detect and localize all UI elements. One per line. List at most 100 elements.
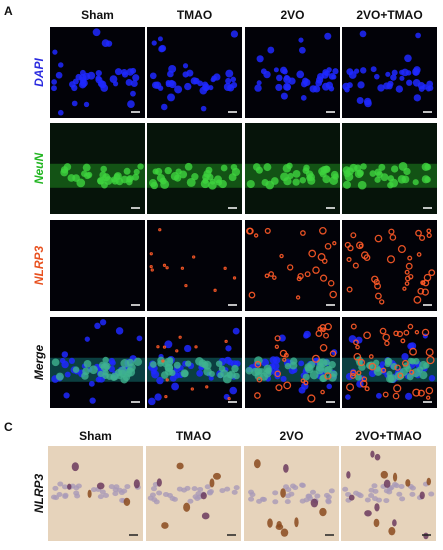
neuron [386, 374, 395, 383]
nucleus [124, 484, 131, 490]
neuron [149, 361, 157, 368]
nucleus [313, 85, 321, 93]
neuron [245, 366, 253, 375]
inflammasome [350, 232, 357, 239]
stained-cell [200, 492, 207, 500]
neuron [102, 356, 109, 364]
inflammasome [374, 282, 382, 290]
stained-cell [276, 521, 282, 528]
nucleus [174, 85, 183, 94]
nucleus [278, 334, 286, 342]
inflammasome [405, 262, 413, 270]
neuron [342, 166, 351, 175]
inflammasome [404, 275, 411, 282]
inflammasome [254, 360, 262, 368]
neuron [289, 357, 298, 365]
nucleus [299, 498, 306, 504]
inflammasome [300, 378, 306, 383]
neuron [208, 370, 215, 378]
neuron [284, 362, 292, 370]
stained-cell [348, 494, 355, 501]
inflammasome [264, 227, 271, 234]
nucleus [344, 86, 350, 93]
nucleus [331, 349, 338, 356]
inflammasome [409, 369, 415, 375]
micrograph [50, 220, 145, 311]
neuron [397, 175, 407, 184]
nucleus [383, 498, 390, 504]
neuron [125, 370, 133, 378]
nucleus [390, 74, 397, 81]
inflammasome [368, 362, 377, 371]
neuron [329, 176, 339, 185]
nucleus [404, 54, 412, 63]
nucleus [71, 100, 78, 107]
neuron [419, 371, 428, 380]
image-bg [147, 220, 242, 311]
inflammasome [355, 344, 360, 350]
inflammasome [268, 271, 275, 277]
neuron [407, 357, 414, 364]
nucleus [191, 486, 198, 492]
inflammasome [232, 276, 237, 280]
nucleus [298, 46, 306, 54]
nucleus [345, 394, 351, 400]
nucleus [321, 82, 330, 91]
nucleus [206, 490, 213, 496]
inflammasome [389, 234, 397, 241]
inflammasome [180, 266, 185, 270]
nucleus [157, 36, 163, 42]
nucleus [393, 483, 400, 489]
inflammasome [162, 345, 167, 349]
stained-cell [123, 497, 131, 506]
stained-cell [370, 450, 375, 458]
inflammasome [344, 241, 351, 249]
neuron [97, 370, 104, 378]
nucleus [375, 392, 382, 399]
inflammasome [363, 254, 371, 261]
neuron [155, 167, 163, 176]
inflammasome [275, 384, 283, 392]
stained-cell [183, 502, 191, 512]
neuron [100, 165, 107, 173]
inflammasome [417, 287, 425, 295]
row-label: DAPI [32, 58, 46, 87]
neuron [83, 360, 92, 368]
inflammasome [421, 280, 426, 285]
neuron [156, 173, 166, 183]
neuron [214, 175, 222, 184]
nucleus [398, 484, 405, 490]
nucleus [168, 79, 175, 87]
nucleus [169, 495, 176, 501]
micrograph [342, 317, 437, 408]
neuron [318, 358, 328, 368]
nucleus [227, 359, 234, 366]
nucleus [328, 85, 335, 92]
inflammasome [282, 357, 287, 362]
nucleus [418, 85, 425, 92]
neuron [387, 175, 395, 182]
neuron [230, 163, 238, 171]
nucleus [204, 484, 211, 490]
nucleus [413, 66, 421, 74]
nucleus [51, 79, 57, 85]
stained-cell [405, 479, 411, 487]
inflammasome [264, 273, 270, 279]
inflammasome [319, 344, 328, 352]
stained-cell [280, 528, 289, 537]
nucleus [272, 499, 279, 505]
nucleus [368, 492, 375, 498]
nucleus [292, 485, 299, 491]
inflammasome [329, 290, 337, 299]
nucleus [263, 70, 271, 79]
nucleus [280, 66, 288, 74]
inflammasome [279, 349, 288, 358]
column-header: 2VO+TMAO [356, 8, 422, 22]
inflammasome [156, 345, 160, 349]
nucleus [52, 49, 58, 55]
nucleus [173, 372, 180, 379]
nucleus [71, 84, 78, 92]
inflammasome [356, 370, 362, 376]
nucleus [357, 81, 365, 89]
nucleus [92, 28, 101, 37]
